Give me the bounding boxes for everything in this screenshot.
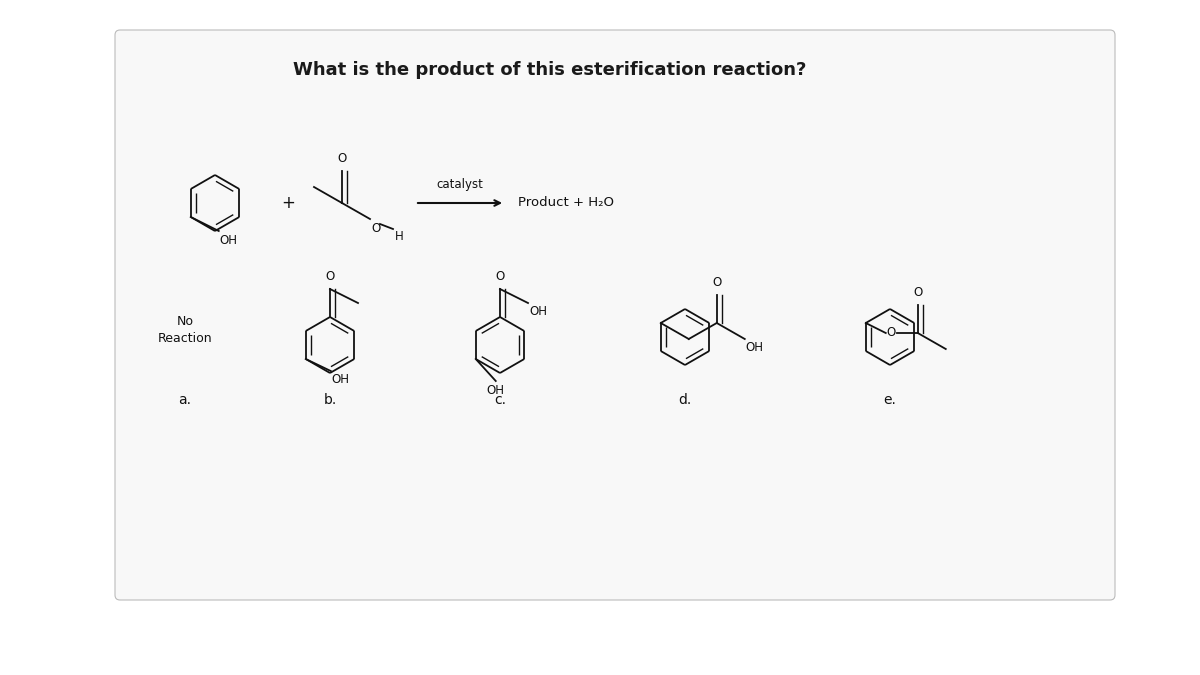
Text: O: O (337, 152, 347, 165)
Text: e.: e. (883, 393, 896, 407)
Text: c.: c. (494, 393, 506, 407)
Text: b.: b. (323, 393, 337, 407)
Text: Product + H₂O: Product + H₂O (518, 196, 614, 209)
FancyBboxPatch shape (115, 30, 1115, 600)
Text: O: O (496, 270, 505, 283)
Text: catalyst: catalyst (437, 178, 484, 191)
Text: +: + (281, 194, 295, 212)
Text: No
Reaction: No Reaction (157, 315, 212, 345)
Text: O: O (371, 222, 380, 235)
Text: OH: OH (529, 305, 547, 318)
Text: OH: OH (487, 384, 505, 397)
Text: H: H (395, 230, 403, 243)
Text: OH: OH (220, 234, 238, 247)
Text: a.: a. (179, 393, 192, 407)
Text: O: O (913, 286, 923, 299)
Text: OH: OH (745, 341, 763, 354)
Text: O: O (325, 270, 335, 283)
Text: What is the product of this esterification reaction?: What is the product of this esterificati… (293, 61, 806, 79)
Text: d.: d. (678, 393, 691, 407)
Text: O: O (712, 276, 721, 289)
Text: O: O (887, 325, 896, 338)
Text: OH: OH (331, 373, 349, 386)
